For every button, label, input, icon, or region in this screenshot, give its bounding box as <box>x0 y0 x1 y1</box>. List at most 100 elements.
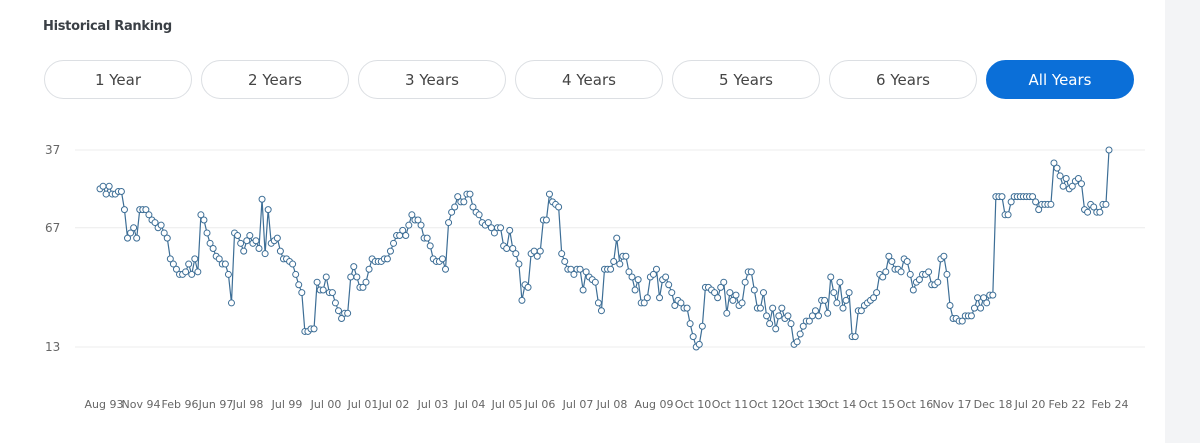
data-point <box>273 234 281 242</box>
data-point <box>157 221 165 229</box>
data-point <box>160 229 168 237</box>
data-point <box>319 286 327 294</box>
data-point <box>365 265 373 273</box>
data-point <box>145 211 153 219</box>
data-point <box>925 268 933 276</box>
data-point <box>613 234 621 242</box>
data-point <box>469 203 477 211</box>
x-tick-label: Dec 18 <box>974 398 1013 411</box>
data-point <box>943 270 951 278</box>
x-tick-label: Jul 07 <box>562 398 594 411</box>
data-point <box>362 278 370 286</box>
data-point <box>209 245 217 252</box>
data-point <box>561 257 569 265</box>
data-point <box>1053 164 1061 172</box>
x-tick-label: Oct 16 <box>897 398 934 411</box>
data-point <box>417 221 425 229</box>
data-point <box>133 234 141 242</box>
x-tick-label: Feb 22 <box>1049 398 1086 411</box>
data-point <box>750 286 758 294</box>
x-tick-label: Jul 06 <box>524 398 556 411</box>
data-point <box>1062 175 1070 183</box>
data-point <box>264 206 272 214</box>
data-point <box>652 265 660 273</box>
data-point <box>576 265 584 273</box>
data-point <box>622 252 630 260</box>
data-point <box>227 299 235 307</box>
data-point <box>545 190 553 198</box>
data-point <box>200 216 208 224</box>
data-point <box>668 289 676 297</box>
x-tick-label: Nov 17 <box>933 398 972 411</box>
data-point <box>738 299 746 307</box>
data-point <box>518 296 526 304</box>
data-point <box>836 278 844 286</box>
data-point <box>631 286 639 294</box>
data-point <box>298 289 306 297</box>
data-point <box>671 302 679 310</box>
data-point <box>726 289 734 297</box>
data-point <box>338 314 346 322</box>
data-point <box>769 304 777 312</box>
tab-2-years[interactable]: 2 Years <box>201 60 349 99</box>
data-point <box>591 278 599 286</box>
data-point <box>224 270 232 278</box>
data-point <box>1084 208 1092 216</box>
x-tick-label: Oct 15 <box>859 398 896 411</box>
data-point <box>662 273 670 281</box>
data-point <box>756 304 764 312</box>
x-tick-label: Jul 00 <box>310 398 342 411</box>
tab-1-year[interactable]: 1 Year <box>44 60 192 99</box>
data-point <box>915 276 923 284</box>
data-point <box>793 338 801 346</box>
data-point <box>194 268 202 276</box>
data-point <box>105 182 113 190</box>
data-point <box>390 239 398 247</box>
data-point <box>643 294 651 302</box>
data-point <box>729 296 737 304</box>
data-point <box>359 283 367 291</box>
data-point <box>597 307 605 315</box>
data-point <box>423 234 431 242</box>
tab-all-years[interactable]: All Years <box>986 60 1134 99</box>
data-point <box>1035 206 1043 214</box>
x-tick-label: Nov 94 <box>122 398 161 411</box>
data-point <box>980 294 988 302</box>
data-point <box>172 265 180 273</box>
data-point <box>490 229 498 237</box>
data-point <box>796 330 804 338</box>
data-point <box>686 320 694 328</box>
tab-5-years[interactable]: 5 Years <box>672 60 820 99</box>
data-point <box>246 232 254 240</box>
x-tick-label: Aug 09 <box>635 398 674 411</box>
data-point <box>903 257 911 265</box>
data-point <box>683 304 691 312</box>
x-tick-label: Jul 01 <box>347 398 379 411</box>
x-tick-label: Oct 13 <box>785 398 822 411</box>
data-point <box>763 312 771 320</box>
data-point <box>594 299 602 307</box>
tab-4-years[interactable]: 4 Years <box>515 60 663 99</box>
ranking-card: Historical Ranking 1 Year 2 Years 3 Year… <box>0 0 1165 443</box>
data-point <box>353 273 361 281</box>
data-point <box>252 237 260 245</box>
data-point <box>1105 146 1113 154</box>
data-point <box>570 270 578 278</box>
data-point <box>579 286 587 294</box>
data-point <box>533 252 541 260</box>
data-point <box>460 198 468 206</box>
tab-6-years[interactable]: 6 Years <box>829 60 977 99</box>
data-point <box>873 289 881 297</box>
data-point <box>897 268 905 276</box>
data-point <box>558 250 566 258</box>
data-point <box>497 224 505 232</box>
y-tick-label: 13 <box>45 340 60 354</box>
data-point <box>885 252 893 260</box>
data-point <box>772 325 780 333</box>
data-point <box>946 302 954 310</box>
x-tick-label: Jun 97 <box>198 398 234 411</box>
data-point <box>827 273 835 281</box>
data-point <box>732 291 740 299</box>
data-point <box>1047 200 1055 208</box>
tab-3-years[interactable]: 3 Years <box>358 60 506 99</box>
